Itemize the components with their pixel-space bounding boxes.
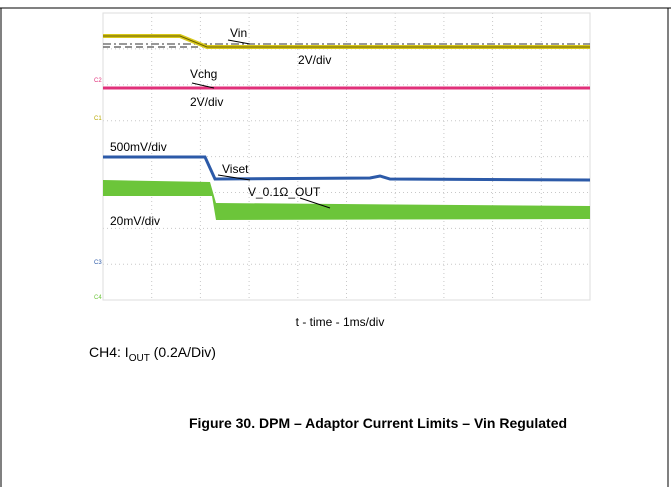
note-text: CH4: I: [89, 344, 129, 360]
iout-trace: [103, 180, 590, 220]
leader: [227, 39, 251, 45]
leader: [299, 197, 331, 209]
caption: Figure 30. DPM – Adaptor Current Limits …: [189, 415, 567, 431]
viset-trace: [103, 155, 591, 182]
channel-marker: C3: [94, 260, 102, 266]
note-text: (0.2A/Div): [150, 344, 216, 360]
trace-label: 2V/div: [298, 53, 331, 67]
trace-label: 2V/div: [190, 95, 223, 109]
vin-trace-core: [103, 35, 590, 48]
leader: [191, 82, 215, 89]
trace-label: V_0.1Ω_OUT: [248, 185, 321, 199]
channel-marker: C4: [94, 295, 102, 301]
channel-marker: C1: [94, 116, 102, 122]
trace-label: 500mV/div: [110, 140, 167, 154]
time-label: t - time - 1ms/div: [296, 315, 385, 329]
trace-label: Vin: [230, 26, 247, 40]
trace-label: Vchg: [190, 67, 217, 81]
note: CH4: IOUT (0.2A/Div): [89, 344, 216, 364]
note-subscript: OUT: [129, 353, 150, 364]
trace-label: 20mV/div: [110, 214, 160, 228]
leader: [217, 174, 251, 181]
channel-marker: C2: [94, 78, 102, 84]
trace-label: Viset: [222, 162, 249, 176]
